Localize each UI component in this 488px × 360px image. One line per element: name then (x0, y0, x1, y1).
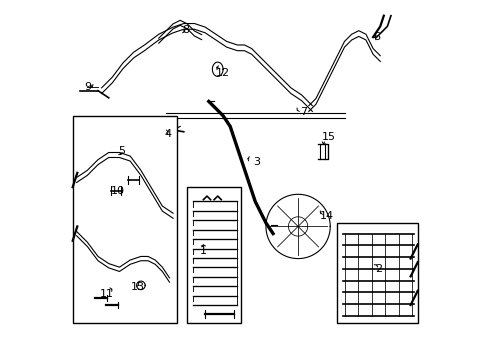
Text: 14: 14 (319, 211, 333, 221)
Text: 1: 1 (200, 247, 206, 256)
Text: 9: 9 (83, 82, 91, 92)
Text: 7: 7 (299, 107, 306, 117)
Bar (73, 116, 176, 323)
Text: 13: 13 (130, 282, 144, 292)
Text: 8: 8 (182, 25, 189, 35)
Text: 12: 12 (216, 68, 230, 78)
Text: 4: 4 (164, 129, 171, 139)
Bar (187, 187, 241, 323)
Text: 5: 5 (118, 147, 124, 157)
Bar (337, 223, 417, 323)
Text: 10: 10 (110, 186, 124, 196)
Text: 2: 2 (374, 264, 381, 274)
Text: 15: 15 (321, 132, 335, 142)
Text: 3: 3 (253, 157, 260, 167)
Text: 11: 11 (100, 289, 114, 299)
Text: 6: 6 (372, 32, 379, 42)
